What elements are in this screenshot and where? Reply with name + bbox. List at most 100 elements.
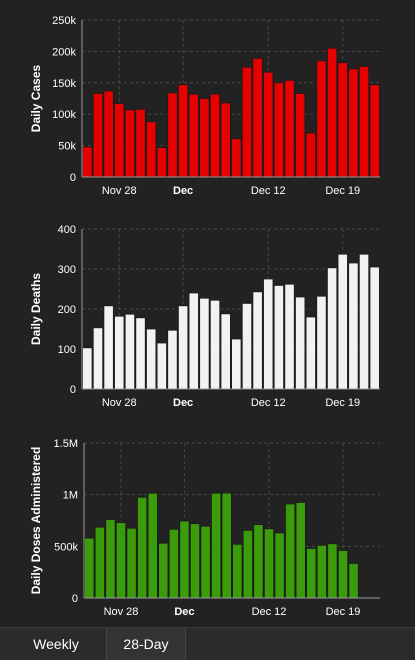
deaths-bar[interactable] (252, 291, 263, 390)
deaths-bar[interactable] (358, 253, 370, 390)
cases-bar[interactable] (337, 62, 348, 178)
doses-bar[interactable] (274, 532, 285, 599)
doses-bar[interactable] (200, 525, 211, 599)
cases-xtick-label: Dec 19 (325, 185, 360, 197)
deaths-bar[interactable] (305, 316, 316, 390)
doses-bar[interactable] (211, 492, 222, 599)
cases-bar[interactable] (156, 147, 167, 178)
deaths-bar[interactable] (103, 305, 114, 390)
deaths-bar[interactable] (284, 283, 295, 390)
cases-bar[interactable] (358, 66, 370, 178)
doses-bar[interactable] (147, 492, 158, 599)
tab-28-day[interactable]: 28-Day (106, 628, 186, 660)
cases-bar[interactable] (369, 84, 380, 178)
doses-bar[interactable] (285, 503, 296, 599)
cases-bar[interactable] (263, 71, 274, 178)
deaths-bar[interactable] (135, 317, 146, 390)
deaths-bar[interactable] (92, 327, 104, 390)
cases-bar[interactable] (82, 146, 93, 178)
cases-bar[interactable] (231, 138, 242, 178)
cases-bar[interactable] (199, 98, 210, 178)
deaths-bar[interactable] (369, 266, 380, 390)
doses-bar[interactable] (263, 528, 275, 599)
cases-ytick-label: 50k (58, 141, 76, 153)
doses-xtick-label: Dec 12 (252, 606, 287, 618)
deaths-bar[interactable] (146, 328, 157, 390)
doses-bar[interactable] (158, 542, 169, 599)
deaths-bar[interactable] (316, 295, 327, 390)
deaths-xtick-label: Dec (173, 397, 193, 409)
cases-bar[interactable] (348, 68, 359, 178)
doses-bar[interactable] (348, 562, 359, 599)
cases-bar[interactable] (114, 103, 125, 178)
deaths-bar[interactable] (167, 329, 178, 390)
cases-bar[interactable] (103, 90, 114, 178)
doses-bar[interactable] (94, 526, 105, 599)
doses-bar[interactable] (105, 519, 116, 599)
cases-bar[interactable] (124, 109, 136, 178)
cases-bar[interactable] (316, 60, 327, 178)
tab-weekly[interactable]: Weekly (14, 628, 98, 660)
cases-bar[interactable] (220, 102, 231, 178)
doses-bar[interactable] (232, 543, 243, 599)
deaths-bar[interactable] (295, 296, 306, 390)
deaths-bar[interactable] (188, 292, 199, 390)
cases-bar[interactable] (273, 82, 285, 178)
cases-bar[interactable] (326, 47, 338, 178)
cases-bar[interactable] (167, 92, 178, 178)
doses-bar[interactable] (327, 543, 338, 599)
doses-bar[interactable] (316, 544, 327, 599)
deaths-xtick-label: Dec 19 (325, 397, 360, 409)
doses-ylabel: Daily Doses Administered (29, 447, 43, 595)
deaths-ytick-label: 200 (58, 304, 76, 316)
doses-bar[interactable] (168, 528, 179, 599)
deaths-bar[interactable] (241, 302, 253, 390)
deaths-bar[interactable] (337, 253, 348, 390)
deaths-bar[interactable] (156, 342, 167, 390)
deaths-bar[interactable] (82, 347, 93, 390)
cases-chart: 0 50k 100k 150k 200k 250k Nov 28 Dec Dec 12 Dec 1… (29, 15, 380, 197)
doses-bar[interactable] (295, 502, 306, 599)
cases-bar[interactable] (146, 121, 157, 178)
deaths-bar[interactable] (199, 297, 210, 390)
doses-bar[interactable] (179, 520, 190, 599)
cases-bar[interactable] (188, 93, 199, 178)
cases-bar[interactable] (284, 79, 295, 178)
doses-bar[interactable] (137, 496, 148, 599)
cases-bar[interactable] (241, 66, 253, 178)
doses-bar[interactable] (189, 523, 201, 599)
cases-bar[interactable] (305, 132, 316, 178)
doses-bar[interactable] (115, 522, 127, 599)
cases-bar[interactable] (209, 93, 221, 178)
cases-bar[interactable] (177, 84, 189, 178)
deaths-bar[interactable] (273, 284, 285, 390)
doses-bar[interactable] (337, 550, 349, 599)
cases-bar[interactable] (252, 57, 263, 178)
deaths-bar[interactable] (220, 313, 231, 390)
doses-bar[interactable] (253, 524, 264, 599)
doses-bar[interactable] (126, 527, 137, 599)
cases-xtick-label: Dec 12 (251, 185, 286, 197)
deaths-bar[interactable] (263, 278, 274, 390)
deaths-xtick-label: Nov 28 (102, 397, 137, 409)
deaths-ylabel: Daily Deaths (29, 273, 43, 345)
doses-ytick-label: 0 (72, 593, 78, 605)
doses-bar[interactable] (306, 548, 317, 599)
doses-bar[interactable] (242, 529, 253, 599)
cases-bar[interactable] (135, 108, 146, 178)
deaths-bar[interactable] (326, 267, 338, 390)
cases-bar[interactable] (92, 93, 104, 178)
doses-ytick-label: 500k (54, 541, 78, 553)
deaths-bar[interactable] (209, 299, 221, 390)
deaths-bar[interactable] (177, 305, 189, 390)
cases-ytick-label: 200k (52, 46, 76, 58)
deaths-bar[interactable] (114, 315, 125, 390)
doses-xtick-label: Nov 28 (104, 606, 139, 618)
doses-bar[interactable] (221, 492, 232, 599)
deaths-bar[interactable] (124, 313, 136, 390)
deaths-bar[interactable] (348, 262, 359, 390)
doses-bar[interactable] (84, 537, 95, 599)
deaths-bar[interactable] (231, 338, 242, 390)
cases-bar[interactable] (295, 93, 306, 178)
tab-bar: Weekly 28-Day (0, 627, 415, 660)
